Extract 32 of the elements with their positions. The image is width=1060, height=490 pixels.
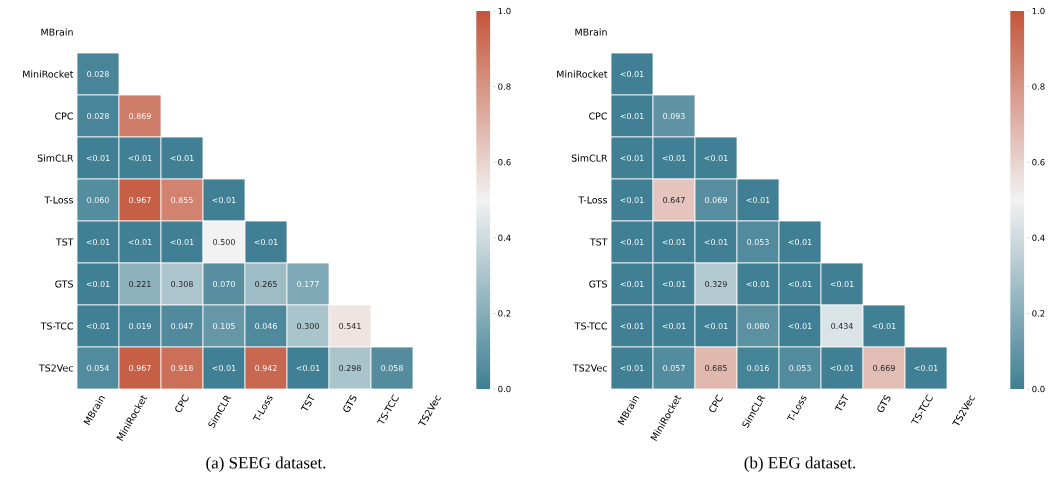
y-tick-label: TS2Vec <box>38 364 73 372</box>
y-tick-label: SimCLR <box>571 154 608 162</box>
y-tick-label: MiniRocket <box>557 70 608 78</box>
y-tick-label: CPC <box>589 112 607 120</box>
color-bar-label: 0.4 <box>1032 234 1045 242</box>
y-tick-label: GTS <box>589 280 607 288</box>
color-bar-label: 0.6 <box>498 159 511 166</box>
y-tick-label: TST <box>589 238 608 246</box>
color-bar-label: 0.2 <box>1032 310 1045 317</box>
y-tick-label: GTS <box>55 280 73 288</box>
y-tick-label: T-Loss <box>44 196 74 204</box>
y-tick-label: MBrain <box>575 28 607 36</box>
color-bar-label: 0.4 <box>498 234 511 242</box>
y-tick-label: TS2Vec <box>572 364 607 372</box>
text: (a) SEEG dataset. <box>206 456 326 472</box>
color-bar-label: 0.0 <box>1032 385 1045 393</box>
y-tick-label: TST <box>55 238 74 246</box>
y-tick-label: MiniRocket <box>23 70 74 78</box>
color-bar-label: 0.8 <box>498 83 511 90</box>
color-bar-label: 1.0 <box>1032 7 1045 15</box>
y-tick-label: TS-TCC <box>40 322 73 330</box>
y-tick-label: CPC <box>55 112 73 120</box>
y-tick-label: T-Loss <box>578 196 608 204</box>
text: (b) EEG dataset. <box>744 456 856 472</box>
y-tick-label: TS-TCC <box>574 322 607 330</box>
color-bar-label: 0.2 <box>498 310 511 317</box>
color-bar-label: 0.8 <box>1032 83 1045 90</box>
color-bar-label: 1.0 <box>498 7 511 15</box>
y-tick-label: SimCLR <box>37 154 74 162</box>
y-tick-label: MBrain <box>41 28 73 36</box>
color-bar-label: 0.0 <box>498 385 511 393</box>
color-bar-label: 0.6 <box>1032 159 1045 166</box>
